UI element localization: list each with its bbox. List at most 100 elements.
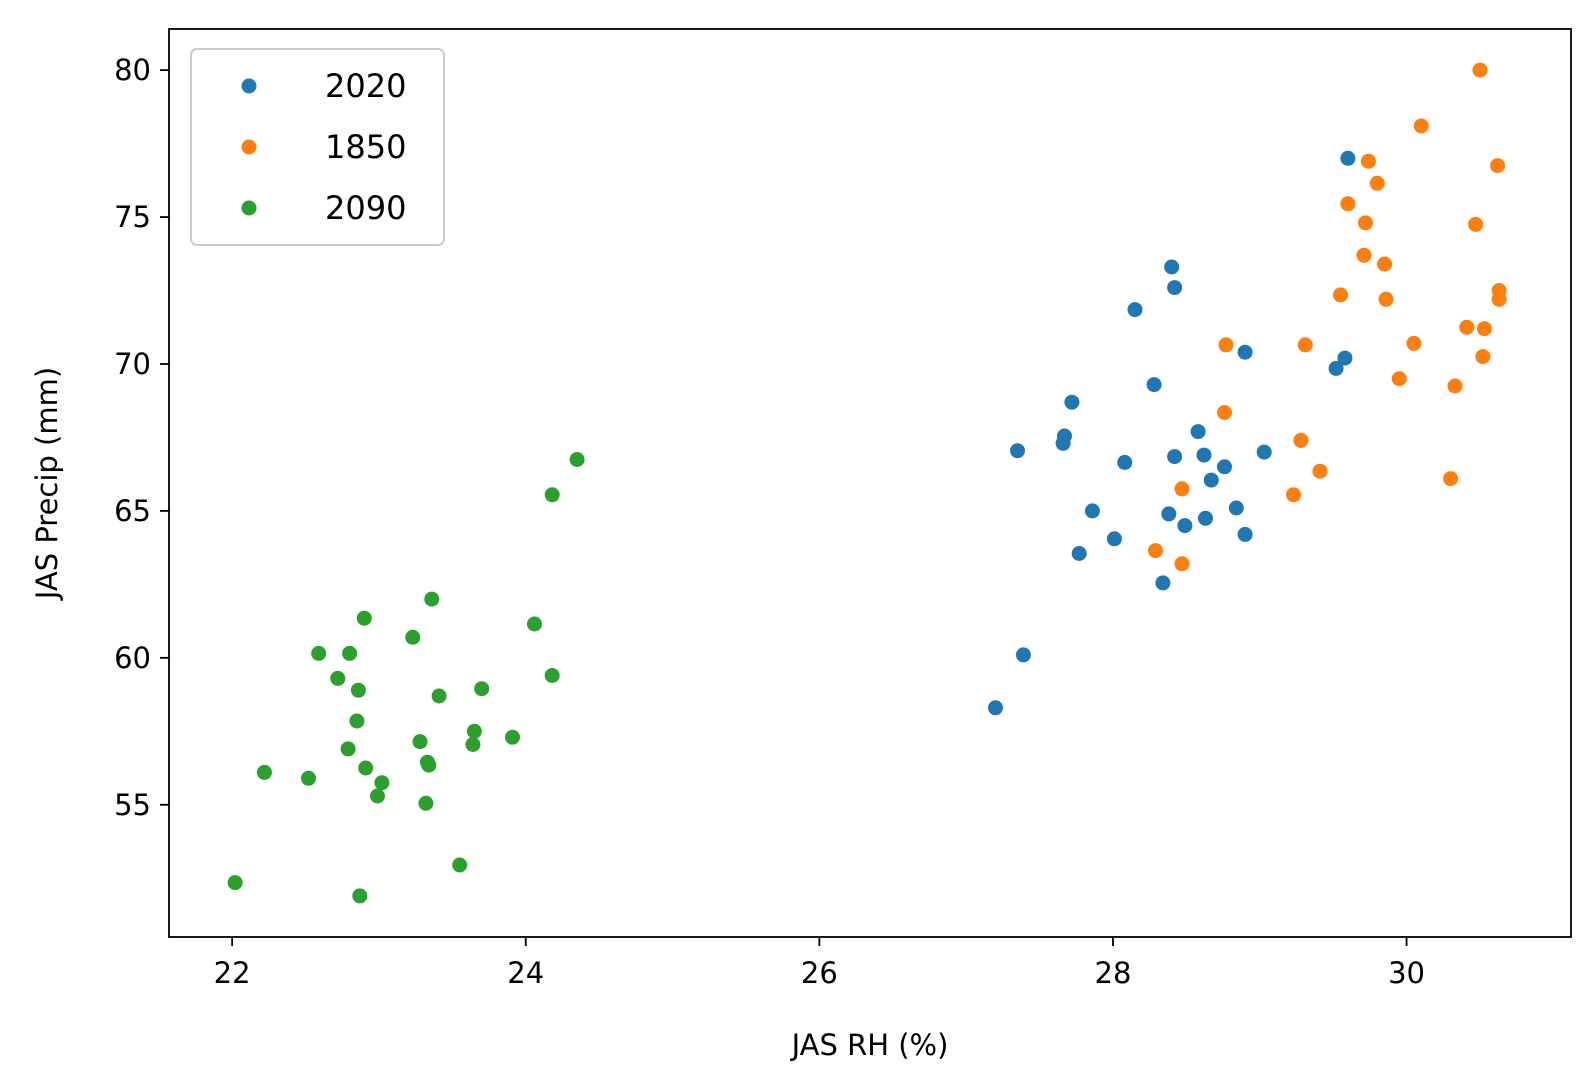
data-point-2020-19 bbox=[1228, 500, 1244, 516]
data-point-2020-15 bbox=[1196, 447, 1212, 463]
data-point-2090-23 bbox=[301, 770, 316, 786]
data-point-1850-16 bbox=[1218, 337, 1234, 353]
data-point-2090-13 bbox=[349, 713, 365, 729]
data-point-2090-27 bbox=[452, 857, 468, 873]
data-point-2020-5 bbox=[1337, 350, 1353, 366]
data-point-1850-2 bbox=[1360, 153, 1376, 169]
data-point-2090-18 bbox=[340, 741, 356, 757]
data-point-2090-16 bbox=[412, 734, 428, 750]
data-point-2090-24 bbox=[374, 775, 390, 791]
data-point-2020-29 bbox=[988, 700, 1003, 716]
x-axis-label: JAS RH (%) bbox=[790, 1028, 949, 1062]
data-point-2020-13 bbox=[1256, 444, 1272, 460]
data-point-2020-18 bbox=[1203, 472, 1219, 488]
data-point-1850-11 bbox=[1333, 287, 1348, 303]
data-point-2090-7 bbox=[342, 645, 358, 661]
x-tick-label: 24 bbox=[507, 956, 544, 990]
data-point-2020-24 bbox=[1237, 526, 1253, 542]
data-point-2020-2 bbox=[1167, 280, 1183, 296]
data-point-1850-19 bbox=[1475, 349, 1491, 365]
data-point-1850-29 bbox=[1174, 556, 1190, 572]
data-point-2020-3 bbox=[1127, 302, 1143, 318]
data-point-1850-25 bbox=[1443, 471, 1459, 487]
x-tick-label: 26 bbox=[801, 956, 838, 990]
x-tick-label: 22 bbox=[214, 956, 251, 990]
legend-marker-2090 bbox=[241, 200, 257, 216]
data-point-2020-27 bbox=[1155, 575, 1171, 591]
data-point-2020-22 bbox=[1198, 510, 1213, 526]
data-point-2090-25 bbox=[370, 788, 385, 804]
data-point-1850-17 bbox=[1297, 337, 1313, 353]
data-point-2020-8 bbox=[1064, 394, 1080, 410]
y-tick-label: 65 bbox=[114, 494, 151, 528]
data-point-1850-22 bbox=[1217, 405, 1232, 420]
data-point-2090-12 bbox=[431, 688, 447, 704]
data-point-2090-22 bbox=[256, 764, 272, 780]
legend-box bbox=[190, 48, 445, 246]
data-point-2090-15 bbox=[505, 729, 520, 745]
data-point-2090-26 bbox=[418, 795, 434, 811]
data-point-1850-27 bbox=[1286, 487, 1301, 503]
y-axis-label: JAS Precip (mm) bbox=[30, 367, 64, 601]
data-point-1850-14 bbox=[1459, 319, 1475, 335]
data-point-2090-11 bbox=[350, 682, 366, 698]
data-point-2090-14 bbox=[466, 723, 482, 739]
data-point-1850-8 bbox=[1356, 247, 1372, 263]
data-point-2090-5 bbox=[405, 629, 421, 645]
data-point-1850-0 bbox=[1472, 62, 1488, 78]
legend-marker-1850 bbox=[241, 139, 257, 155]
legend: 2020 1850 2090 bbox=[190, 48, 445, 246]
plot-frame bbox=[168, 28, 1572, 938]
x-tick-label: 30 bbox=[1388, 956, 1425, 990]
data-point-2020-25 bbox=[1106, 531, 1122, 547]
data-point-2090-10 bbox=[474, 681, 490, 697]
data-point-1850-15 bbox=[1476, 321, 1492, 337]
legend-label-2090: 2090 bbox=[325, 189, 406, 227]
data-point-2090-0 bbox=[569, 452, 585, 467]
data-point-2090-9 bbox=[330, 670, 346, 686]
data-point-1850-21 bbox=[1447, 378, 1463, 394]
data-point-2090-8 bbox=[544, 668, 560, 683]
data-point-1850-9 bbox=[1377, 256, 1393, 272]
data-point-1850-1 bbox=[1413, 118, 1429, 134]
data-point-2090-21 bbox=[358, 760, 374, 776]
data-point-2020-26 bbox=[1071, 546, 1087, 561]
data-point-2090-2 bbox=[424, 591, 440, 607]
data-point-1850-13 bbox=[1491, 291, 1507, 307]
y-tick-label: 80 bbox=[114, 53, 151, 87]
data-point-1850-20 bbox=[1391, 371, 1407, 387]
legend-label-2020: 2020 bbox=[325, 67, 406, 105]
data-point-2020-1 bbox=[1164, 259, 1180, 275]
data-point-2020-14 bbox=[1167, 449, 1183, 465]
legend-label-1850: 1850 bbox=[325, 128, 406, 166]
y-tick-label: 60 bbox=[114, 641, 151, 675]
data-point-2090-6 bbox=[311, 645, 327, 661]
data-point-2020-7 bbox=[1146, 377, 1162, 393]
points-layer bbox=[227, 62, 1507, 904]
data-point-1850-7 bbox=[1468, 216, 1484, 232]
y-tick-label: 75 bbox=[114, 200, 151, 234]
data-point-2090-1 bbox=[544, 487, 560, 503]
data-point-2020-28 bbox=[1015, 647, 1031, 663]
data-point-1850-23 bbox=[1293, 432, 1309, 448]
data-point-1850-26 bbox=[1174, 481, 1190, 497]
data-point-1850-24 bbox=[1312, 463, 1328, 479]
data-point-2090-29 bbox=[352, 888, 368, 904]
data-point-2020-16 bbox=[1117, 454, 1133, 470]
data-point-2090-20 bbox=[421, 757, 437, 773]
legend-marker-2020 bbox=[241, 78, 257, 94]
data-point-2020-23 bbox=[1177, 518, 1193, 534]
y-tick-label: 55 bbox=[114, 788, 151, 822]
data-point-1850-28 bbox=[1148, 543, 1163, 559]
data-point-2020-17 bbox=[1217, 459, 1232, 475]
ticks-layer: 22 24 26 28 30 55 60 65 70 75 80 bbox=[114, 53, 1425, 990]
data-point-2020-12 bbox=[1010, 443, 1025, 459]
data-point-2020-0 bbox=[1340, 150, 1356, 166]
data-point-2020-21 bbox=[1161, 506, 1177, 522]
data-point-1850-4 bbox=[1369, 175, 1385, 191]
data-point-2020-9 bbox=[1190, 424, 1206, 440]
data-point-1850-3 bbox=[1490, 158, 1506, 174]
data-point-2020-6 bbox=[1328, 360, 1344, 376]
